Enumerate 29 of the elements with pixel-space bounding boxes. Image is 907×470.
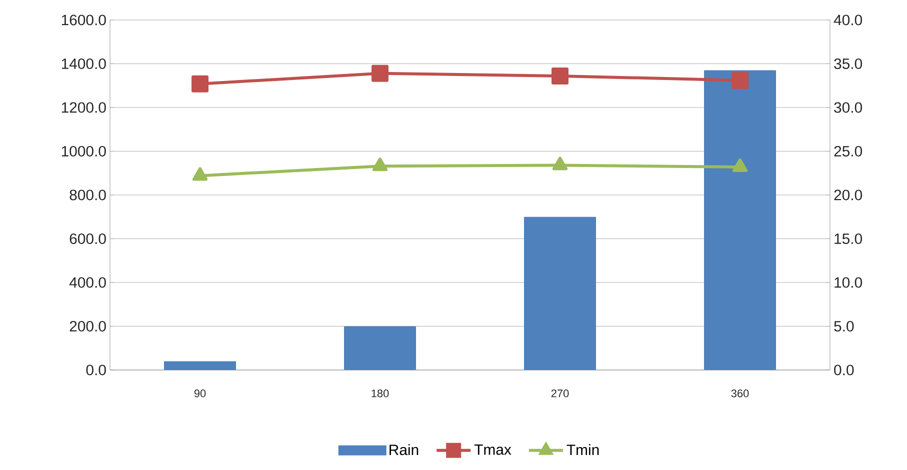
y2-tick-label: 5.0 <box>834 320 854 332</box>
bar <box>524 216 596 370</box>
bar <box>164 361 236 370</box>
y2-tick-label: 15.0 <box>834 233 862 244</box>
legend-label: Tmin <box>566 444 599 455</box>
x-tick-label: 360 <box>731 390 749 398</box>
y2-tick-label: 25.0 <box>834 146 862 157</box>
x-tick-label: 270 <box>551 390 569 398</box>
y-tick-label: 400.0 <box>69 277 106 288</box>
y-tick-label: 1000.0 <box>62 146 106 157</box>
y-tick-label: 1600.0 <box>62 14 106 26</box>
y-tick-label: 200.0 <box>70 320 106 332</box>
y-tick-label: 600.0 <box>70 233 106 244</box>
y-tick-label: 800.0 <box>70 190 106 200</box>
y2-tick-label: 20.0 <box>834 190 862 200</box>
bar <box>344 326 416 370</box>
y-tick-label: 1400.0 <box>62 58 106 70</box>
y-tick-label: 1200.0 <box>62 102 106 113</box>
y2-tick-label: 0.0 <box>834 364 854 376</box>
y2-tick-label: 10.0 <box>834 277 862 288</box>
bar <box>704 70 776 370</box>
y-tick-label: 0.0 <box>86 364 106 376</box>
y2-tick-label: 40.0 <box>834 14 862 26</box>
y2-tick-label: 35.0 <box>834 58 862 70</box>
x-tick-label: 90 <box>194 390 206 398</box>
legend-label: Tmax <box>474 444 512 455</box>
x-tick-label: 180 <box>372 390 389 398</box>
legend-label: Rain <box>390 444 418 456</box>
y2-tick-label: 30.0 <box>834 102 862 113</box>
